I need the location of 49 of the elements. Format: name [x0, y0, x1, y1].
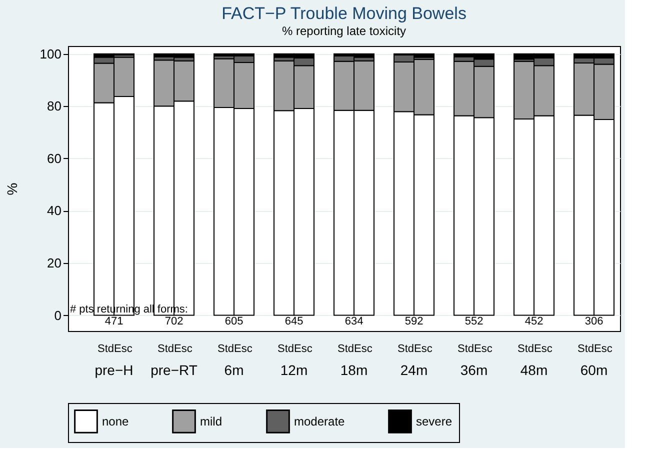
- x-tick-label: Std: [97, 343, 114, 355]
- annotation: 645: [284, 315, 304, 328]
- x-tick-label: Esc: [174, 343, 193, 355]
- y-tick-label: 100: [40, 46, 62, 62]
- y-tick-label: 20: [47, 256, 62, 271]
- x-tick-label: Esc: [474, 343, 493, 355]
- y-tick-label: 0: [54, 308, 62, 323]
- legend-label: none: [102, 414, 130, 428]
- legend-label: severe: [416, 414, 452, 428]
- chart-subtitle: % reporting late toxicity: [282, 24, 406, 38]
- x-tick-label: Std: [217, 343, 234, 355]
- y-tick-label: 80: [47, 98, 62, 114]
- text: 6m: [224, 362, 244, 378]
- x-tick-label: Esc: [114, 343, 133, 355]
- x-tick-label: Esc: [534, 343, 553, 355]
- annotation: 471: [104, 315, 124, 328]
- annotation: 306: [584, 315, 604, 328]
- x-tick-label: Std: [577, 343, 594, 355]
- text: 48m: [520, 362, 548, 378]
- annotation: 452: [524, 315, 544, 328]
- x-tick-label: Std: [397, 343, 414, 355]
- text: 60m: [580, 362, 608, 378]
- legend-label: mild: [200, 414, 222, 428]
- x-tick-label: Esc: [354, 343, 373, 355]
- legend-label: moderate: [294, 414, 346, 428]
- x-tick-label: Esc: [414, 343, 433, 355]
- x-tick-label: Esc: [234, 343, 253, 355]
- x-tick-label: Std: [157, 343, 174, 355]
- annotation: 592: [404, 315, 424, 328]
- x-tick-label: Std: [337, 343, 354, 355]
- text: pre−H: [94, 362, 134, 378]
- chart-title: FACT−P Trouble Moving Bowels: [222, 4, 466, 23]
- x-tick-label: Std: [277, 343, 294, 355]
- annotation: 702: [164, 315, 184, 328]
- annotation: 552: [464, 315, 484, 328]
- y-tick-label: 60: [47, 150, 62, 166]
- x-tick-label: Std: [457, 343, 474, 355]
- annotation: 634: [344, 315, 364, 328]
- x-tick-label: Esc: [294, 343, 313, 355]
- text: pre−RT: [150, 362, 198, 378]
- annotation: 605: [224, 315, 244, 328]
- text: 36m: [460, 362, 488, 378]
- text: 18m: [340, 362, 368, 378]
- text: 12m: [280, 362, 308, 378]
- x-tick-label: Esc: [594, 343, 613, 355]
- text: 24m: [400, 362, 428, 378]
- x-tick-label: Std: [517, 343, 534, 355]
- y-tick-label: 40: [47, 203, 62, 218]
- y-axis-title: %: [4, 182, 20, 196]
